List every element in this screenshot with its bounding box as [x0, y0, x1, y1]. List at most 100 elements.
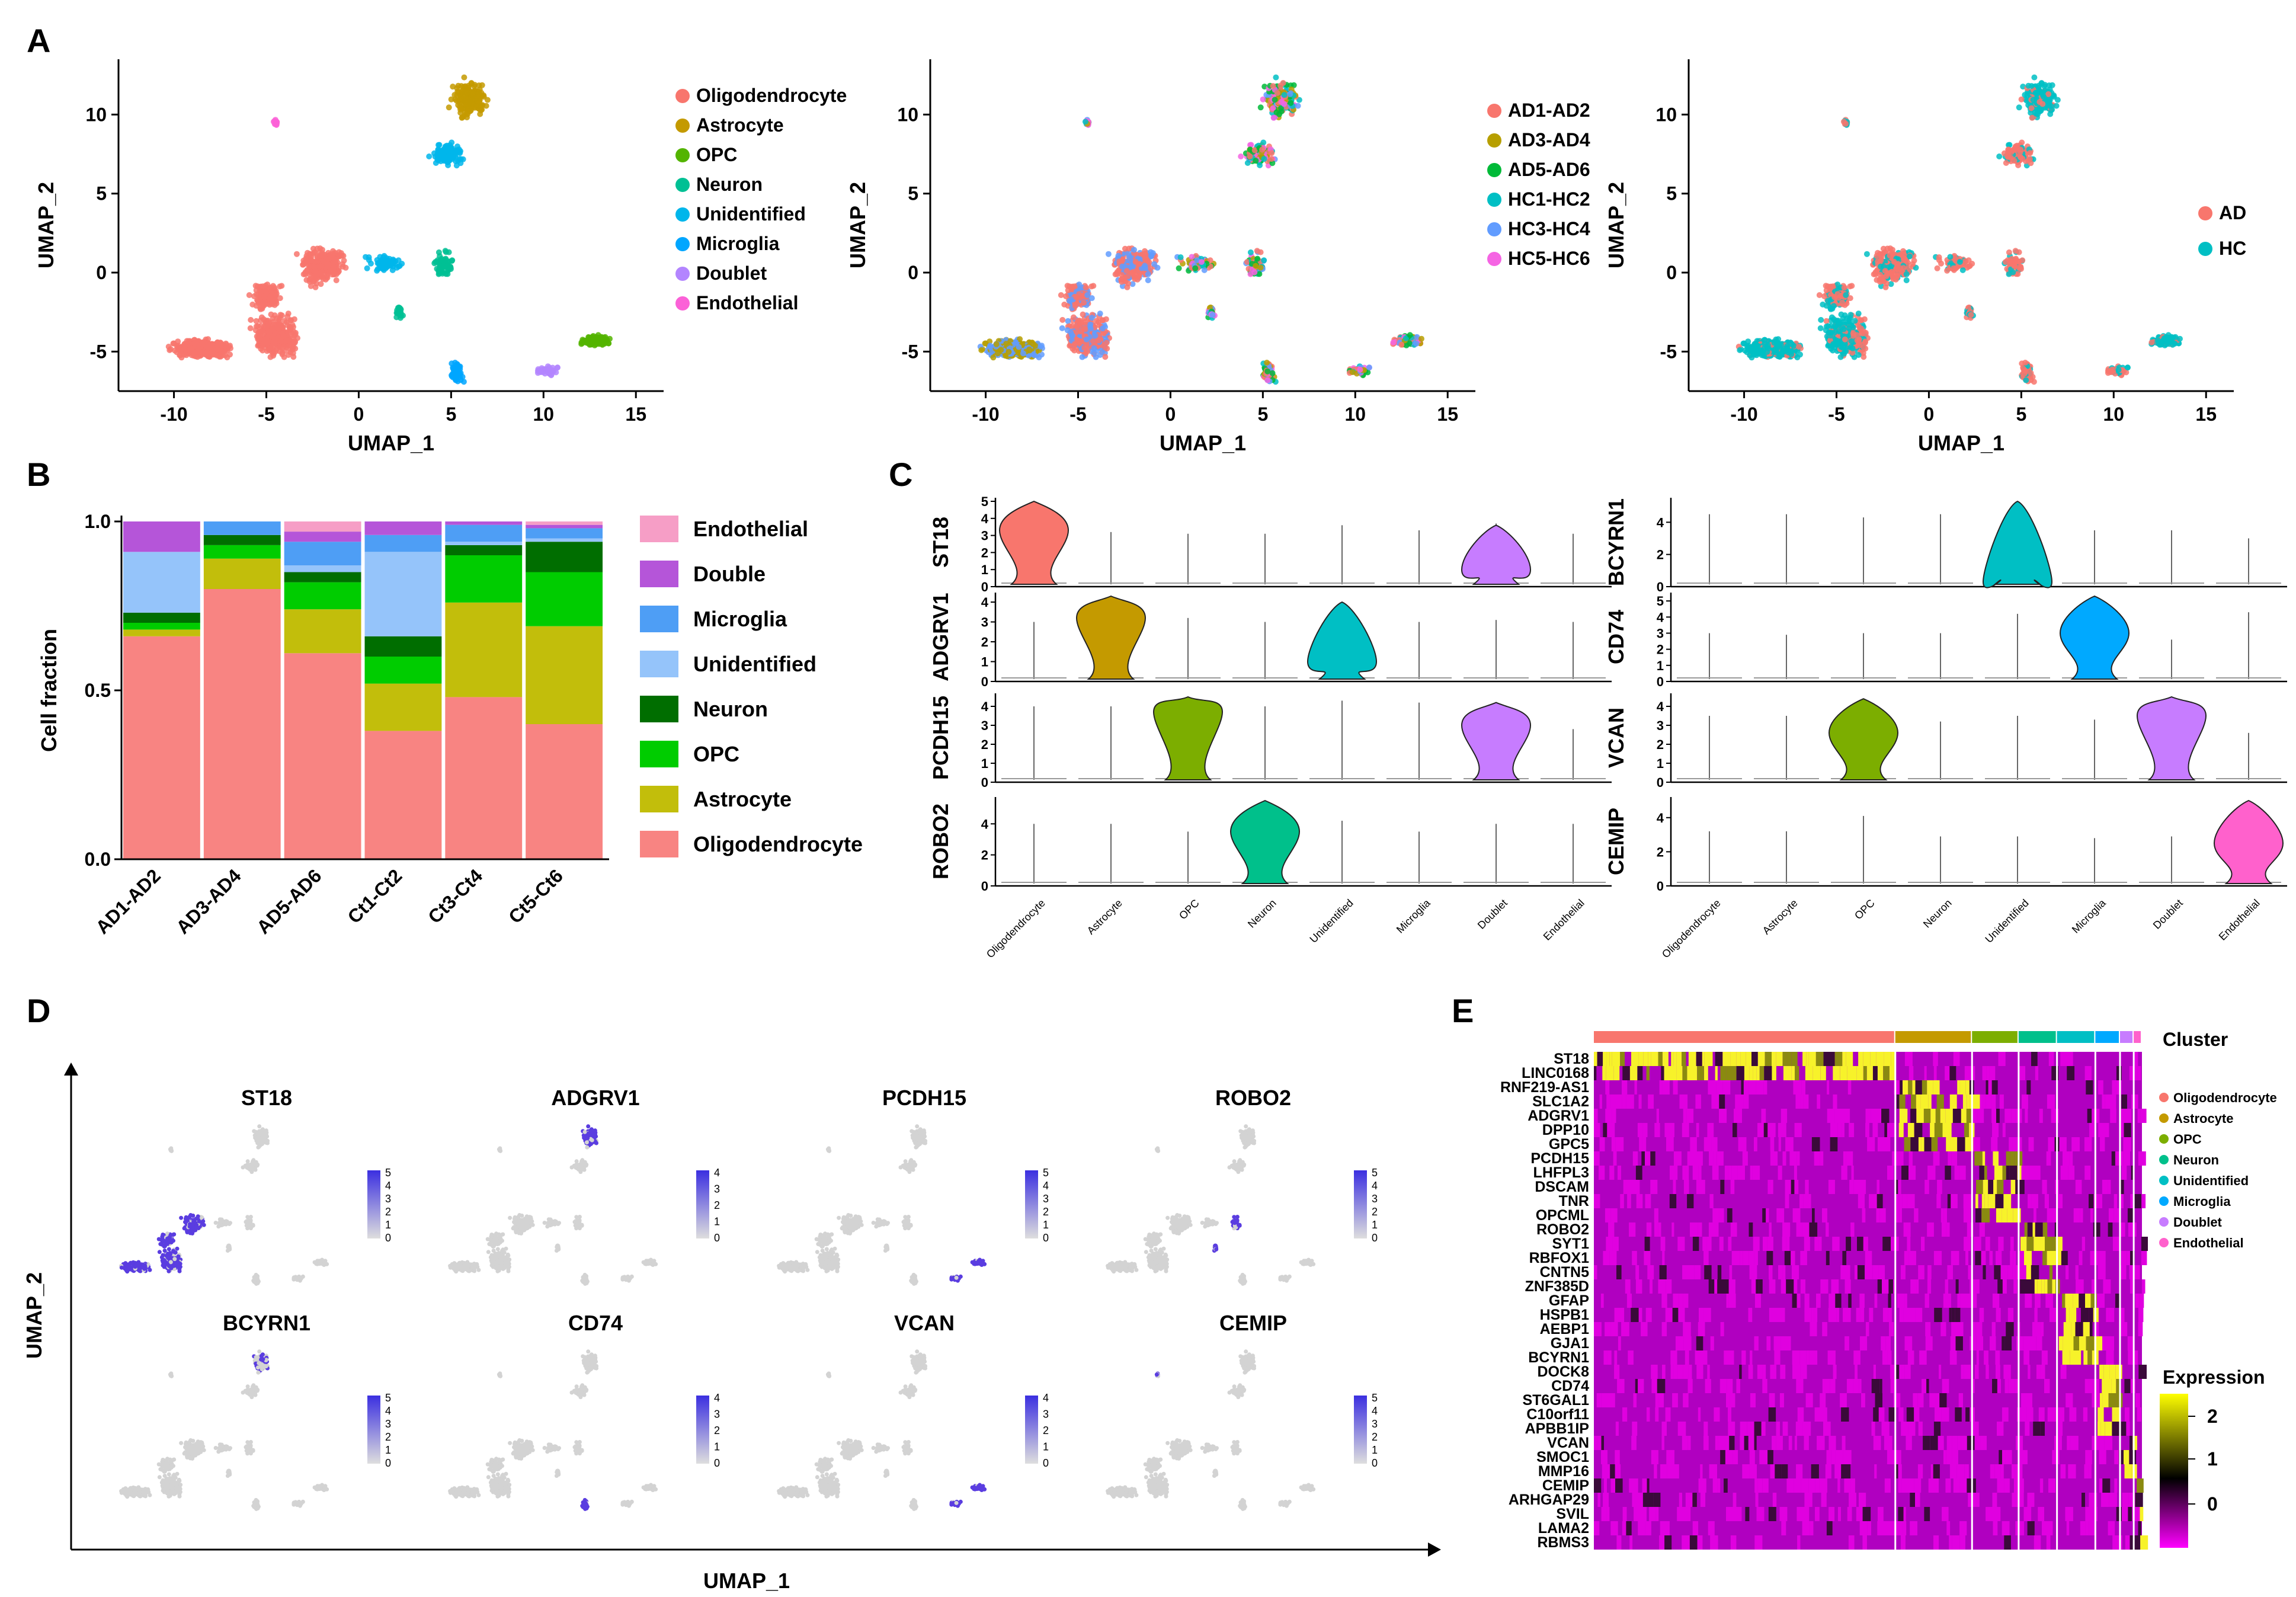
umap-point — [1821, 293, 1827, 299]
umap-facet-2: -10 -5 0 5 10 151050-5UMAP_1UMAP_2AD1-AD2AD3-… — [846, 59, 1590, 455]
umap-point — [1764, 348, 1770, 355]
umap-point — [1192, 265, 1199, 271]
umap-point — [1872, 270, 1878, 277]
umap-point — [441, 158, 447, 164]
umap-point — [2003, 160, 2009, 166]
umap-point — [1096, 337, 1102, 344]
umap-point — [1145, 277, 1151, 283]
umap-point — [469, 92, 476, 98]
umap-point — [1295, 103, 1301, 109]
umap-point — [318, 281, 324, 287]
y-tick-label: 10 — [897, 104, 918, 125]
panel-label-b: B — [27, 456, 50, 493]
umap-point — [247, 325, 254, 331]
umap-point — [1059, 316, 1066, 323]
umap-point — [265, 320, 272, 327]
umap-point — [1126, 245, 1132, 252]
umap-point — [442, 248, 449, 254]
umap-point — [1132, 258, 1139, 265]
umap-point — [1818, 316, 1824, 323]
umap-point — [1837, 354, 1844, 360]
x-axis-title: UMAP_1 — [1160, 431, 1246, 455]
umap-point — [443, 255, 449, 262]
panel-label-e: E — [1452, 992, 1474, 1029]
umap-point — [1257, 104, 1264, 111]
umap-point — [1890, 247, 1895, 253]
umap-point — [224, 354, 230, 361]
umap-point — [595, 332, 601, 338]
legend-label: HC1-HC2 — [1508, 188, 1590, 210]
umap-point — [1133, 272, 1139, 279]
umap-point — [1105, 251, 1112, 257]
umap-point — [1875, 258, 1881, 265]
umap-point — [1070, 314, 1077, 321]
umap-point — [1261, 156, 1267, 162]
umap-point — [1083, 336, 1090, 343]
umap-point — [601, 340, 608, 347]
umap-point — [445, 162, 451, 168]
y-tick-label: 10 — [85, 104, 107, 125]
umap-point — [446, 104, 452, 111]
umap-point — [170, 340, 177, 347]
umap-point — [268, 311, 274, 318]
umap-point — [1861, 316, 1868, 322]
umap-point — [1843, 292, 1849, 298]
x-tick-label: 5 — [446, 404, 456, 425]
umap-point — [1253, 158, 1259, 164]
umap-point — [1785, 346, 1791, 353]
umap-point — [1037, 344, 1044, 350]
umap-point — [435, 153, 441, 159]
umap-point — [293, 251, 300, 257]
umap-point — [1077, 320, 1084, 327]
umap-point — [258, 323, 264, 329]
umap-point — [264, 340, 271, 347]
umap-point — [426, 153, 433, 159]
umap-point — [264, 281, 271, 288]
umap-point — [998, 347, 1004, 353]
umap-point — [1083, 284, 1089, 291]
umap-point — [1116, 258, 1123, 265]
x-tick-label: 0 — [1165, 404, 1176, 425]
umap-point — [2019, 156, 2026, 162]
umap-point — [1831, 294, 1838, 300]
umap-point — [1858, 325, 1864, 332]
umap-point — [1884, 245, 1891, 252]
umap-point — [279, 350, 286, 356]
umap-point — [461, 74, 467, 81]
umap-point — [1066, 283, 1072, 290]
umap-point — [279, 345, 286, 351]
umap-point — [1756, 347, 1763, 353]
umap-point — [607, 335, 613, 342]
umap-point — [261, 294, 268, 300]
umap-point — [1063, 293, 1069, 299]
umap-point — [1257, 162, 1263, 168]
umap-point — [1260, 139, 1267, 146]
y-axis-title: UMAP_2 — [34, 182, 58, 268]
legend-label: Microglia — [696, 233, 780, 254]
legend-label: AD5-AD6 — [1508, 159, 1590, 180]
umap-point — [1119, 271, 1125, 278]
umap-point — [2011, 158, 2018, 164]
umap-point — [1274, 89, 1280, 96]
umap-point — [305, 258, 311, 265]
x-tick-label: 15 — [625, 404, 646, 425]
panel-a-umap: -10 -5 0 5 10 151050-5UMAP_1UMAP_2Oligodendro… — [34, 59, 2246, 455]
umap-point — [253, 318, 260, 324]
umap-point — [321, 272, 327, 279]
umap-point — [2018, 146, 2024, 153]
umap-point — [1254, 248, 1260, 254]
umap-point — [287, 325, 294, 332]
umap-point — [1069, 323, 1076, 329]
legend-swatch — [1487, 104, 1501, 118]
x-tick-label: -10 — [160, 404, 187, 425]
umap-point — [336, 253, 342, 260]
umap-point — [281, 318, 288, 324]
umap-point — [226, 344, 232, 350]
umap-point — [1144, 258, 1151, 264]
umap-point — [1357, 366, 1363, 373]
umap-point — [456, 156, 463, 162]
umap-point — [1123, 268, 1130, 274]
umap-point — [1891, 258, 1897, 265]
umap-point — [1079, 354, 1085, 360]
umap-point — [452, 360, 459, 366]
